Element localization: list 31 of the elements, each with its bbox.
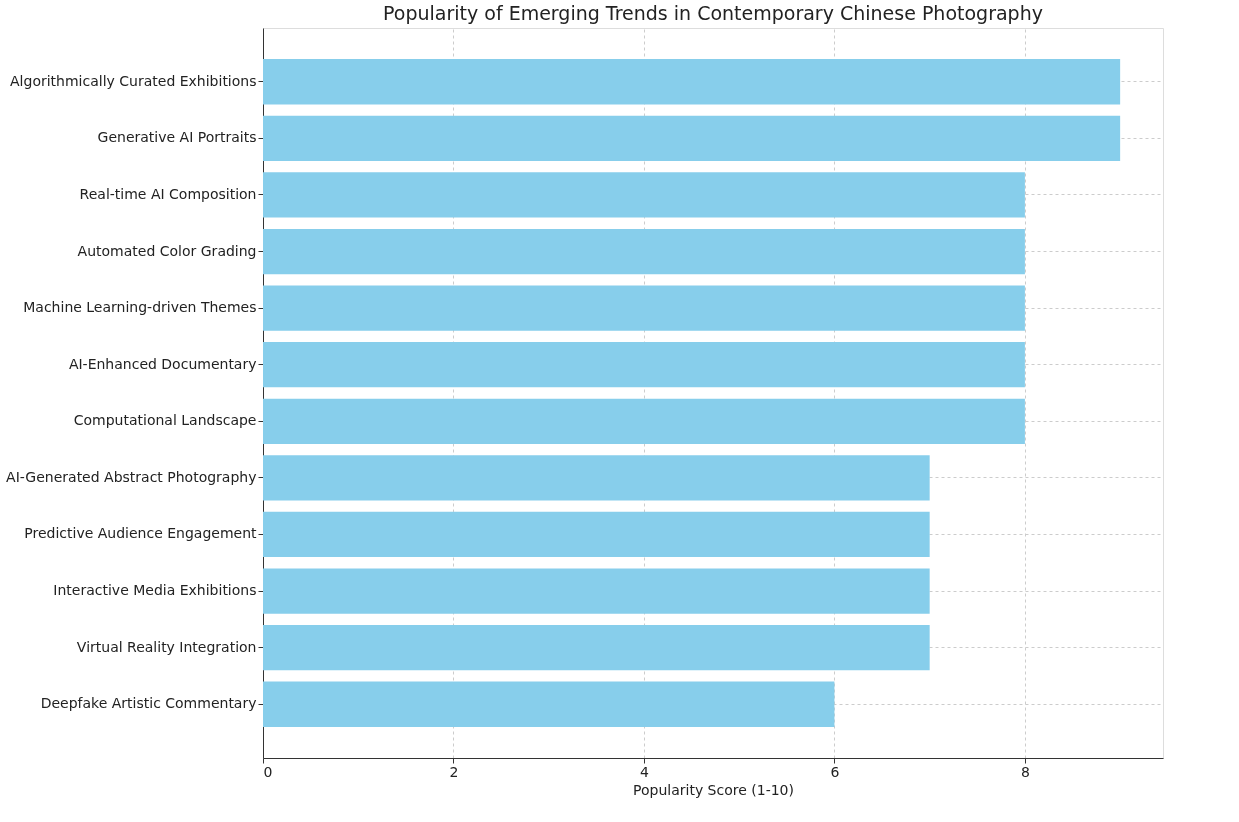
y-tick-label: Predictive Audience Engagement [24, 525, 258, 542]
y-tick-label: Automated Color Grading [77, 242, 257, 259]
chart-title: Popularity of Emerging Trends in Contemporary Chinese Photography [383, 2, 1043, 24]
y-tick-label: Virtual Reality Integration [76, 638, 257, 655]
bar [263, 59, 1121, 105]
bar [263, 228, 1025, 275]
bar [263, 625, 930, 671]
y-tick-label: Algorithmically Curated Exhibitions [10, 72, 257, 89]
x-axis-title: Popularity Score (1-10) [633, 781, 794, 798]
y-tick-label: Generative AI Portraits [97, 129, 257, 146]
bar [263, 681, 835, 727]
y-tick-label: Machine Learning-driven Themes [23, 299, 257, 316]
bar [263, 568, 930, 614]
x-tick-label: 8 [1020, 763, 1030, 780]
bar [263, 455, 930, 501]
bar [263, 398, 1025, 444]
bar [263, 172, 1025, 218]
x-tick-label: 6 [830, 763, 840, 780]
y-tick-label: Deepfake Artistic Commentary [40, 695, 257, 712]
y-tick-label: Computational Landscape [73, 412, 257, 429]
x-tick-label: 0 [263, 763, 273, 780]
x-tick-label: 4 [639, 763, 649, 780]
y-tick-label: AI-Generated Abstract Photography [6, 468, 257, 485]
y-tick-label: Interactive Media Exhibitions [53, 582, 257, 599]
bar [263, 342, 1025, 388]
bar [263, 511, 930, 558]
x-tick-label: 2 [449, 763, 459, 780]
bar [263, 285, 1025, 331]
y-tick-label: AI-Enhanced Documentary [68, 355, 257, 372]
bar [263, 115, 1121, 161]
y-tick-label: Real-time AI Composition [79, 185, 257, 202]
